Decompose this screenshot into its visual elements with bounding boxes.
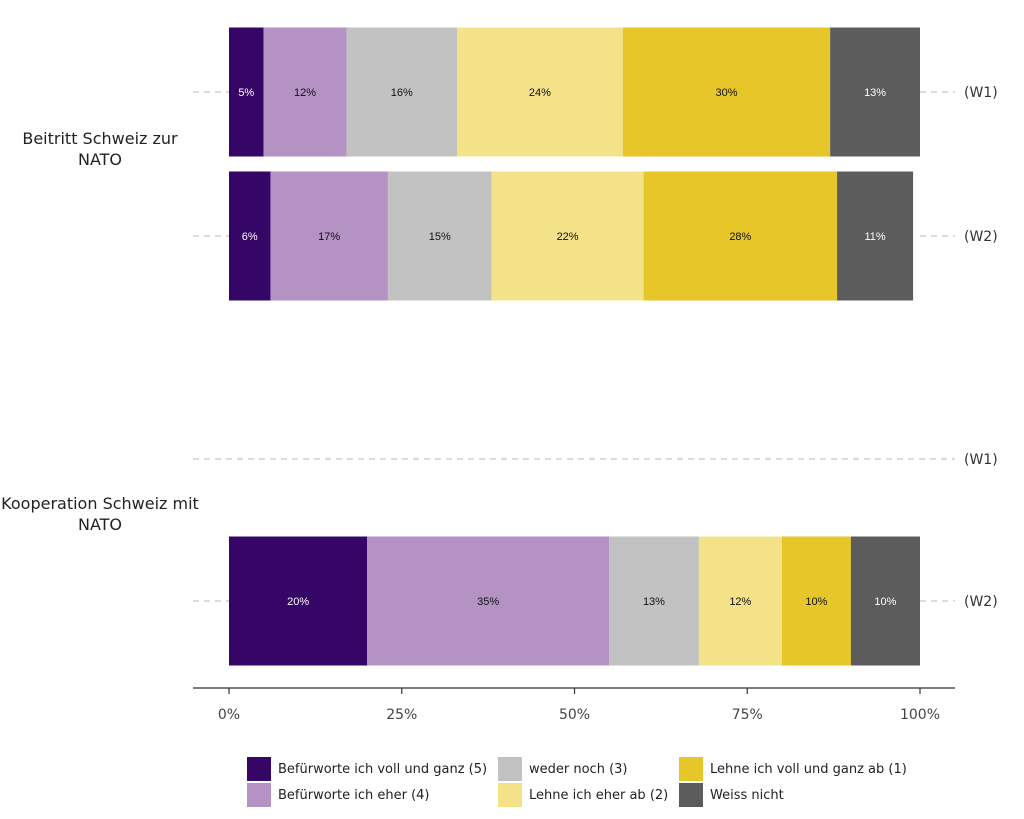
data-label: 22% xyxy=(557,231,579,243)
legend-label: weder noch (3) xyxy=(529,761,628,777)
wave-label: (W2) xyxy=(964,594,998,610)
legend-item-neutral: weder noch (3) xyxy=(498,757,627,781)
bar-segment xyxy=(698,536,782,666)
data-label: 17% xyxy=(318,231,340,243)
data-label: 13% xyxy=(864,87,886,99)
bar-segment xyxy=(387,171,492,301)
x-tick-label: 25% xyxy=(386,707,417,723)
wave-label: (W1) xyxy=(964,452,998,468)
bar-segment xyxy=(643,171,838,301)
data-label: 6% xyxy=(242,231,258,243)
bar-segment xyxy=(229,171,271,301)
legend-swatch xyxy=(679,783,703,807)
legend-item-strongly-agree: Befürworte ich voll und ganz (5) xyxy=(247,757,487,781)
x-tick-label: 75% xyxy=(732,707,763,723)
legend-label: Befürworte ich voll und ganz (5) xyxy=(278,761,488,777)
data-label: 12% xyxy=(294,87,316,99)
legend-swatch xyxy=(679,757,703,781)
bar-segment xyxy=(837,171,914,301)
legend-item-agree: Befürworte ich eher (4) xyxy=(247,783,430,807)
bar-segment xyxy=(270,171,388,301)
bar-segment xyxy=(781,536,851,666)
data-label: 30% xyxy=(716,87,738,99)
group-label-nato-cooperation: Kooperation Schweiz mit NATO xyxy=(1,494,199,534)
legend-swatch xyxy=(498,783,522,807)
bar-segment xyxy=(609,536,699,666)
legend-swatch xyxy=(498,757,522,781)
data-label: 28% xyxy=(729,231,751,243)
legend-item-dont-know: Weiss nicht xyxy=(679,783,784,807)
bar-segment xyxy=(830,27,920,157)
wave-label: (W2) xyxy=(964,229,998,245)
wave-label: (W1) xyxy=(964,85,998,101)
bar-segment xyxy=(457,27,623,157)
legend-label: Befürworte ich eher (4) xyxy=(278,787,430,803)
legend-label: Lehne ich eher ab (2) xyxy=(529,787,669,803)
legend-swatch xyxy=(247,757,271,781)
bar-segment xyxy=(491,171,644,301)
bar-segment xyxy=(229,536,368,666)
x-tick-label: 50% xyxy=(559,707,590,723)
data-label: 5% xyxy=(238,87,254,99)
bar-segment xyxy=(367,536,610,666)
legend-label: Weiss nicht xyxy=(710,787,784,803)
x-tick-label: 100% xyxy=(900,707,940,723)
data-label: 11% xyxy=(864,231,885,243)
legend-item-strongly-disagree: Lehne ich voll und ganz ab (1) xyxy=(679,757,907,781)
data-label: 15% xyxy=(429,231,451,243)
group-label-nato-membership: Beitritt Schweiz zur NATO xyxy=(22,129,178,169)
data-label: 24% xyxy=(529,87,551,99)
legend: Befürworte ich voll und ganz (5) Befürwo… xyxy=(247,757,967,807)
legend-item-disagree: Lehne ich eher ab (2) xyxy=(498,783,668,807)
data-label: 10% xyxy=(805,596,827,608)
bar-segment xyxy=(622,27,831,157)
data-label: 16% xyxy=(391,87,413,99)
data-label: 20% xyxy=(287,596,309,608)
data-label: 13% xyxy=(643,596,665,608)
data-label: 35% xyxy=(477,596,499,608)
data-label: 10% xyxy=(874,596,896,608)
legend-swatch xyxy=(247,783,271,807)
bar-segment xyxy=(346,27,458,157)
legend-label: Lehne ich voll und ganz ab (1) xyxy=(710,761,907,777)
bar-segment xyxy=(263,27,347,157)
data-label: 12% xyxy=(729,596,751,608)
x-tick-label: 0% xyxy=(218,707,240,723)
bar-segment xyxy=(850,536,920,666)
bar-segment xyxy=(229,27,264,157)
